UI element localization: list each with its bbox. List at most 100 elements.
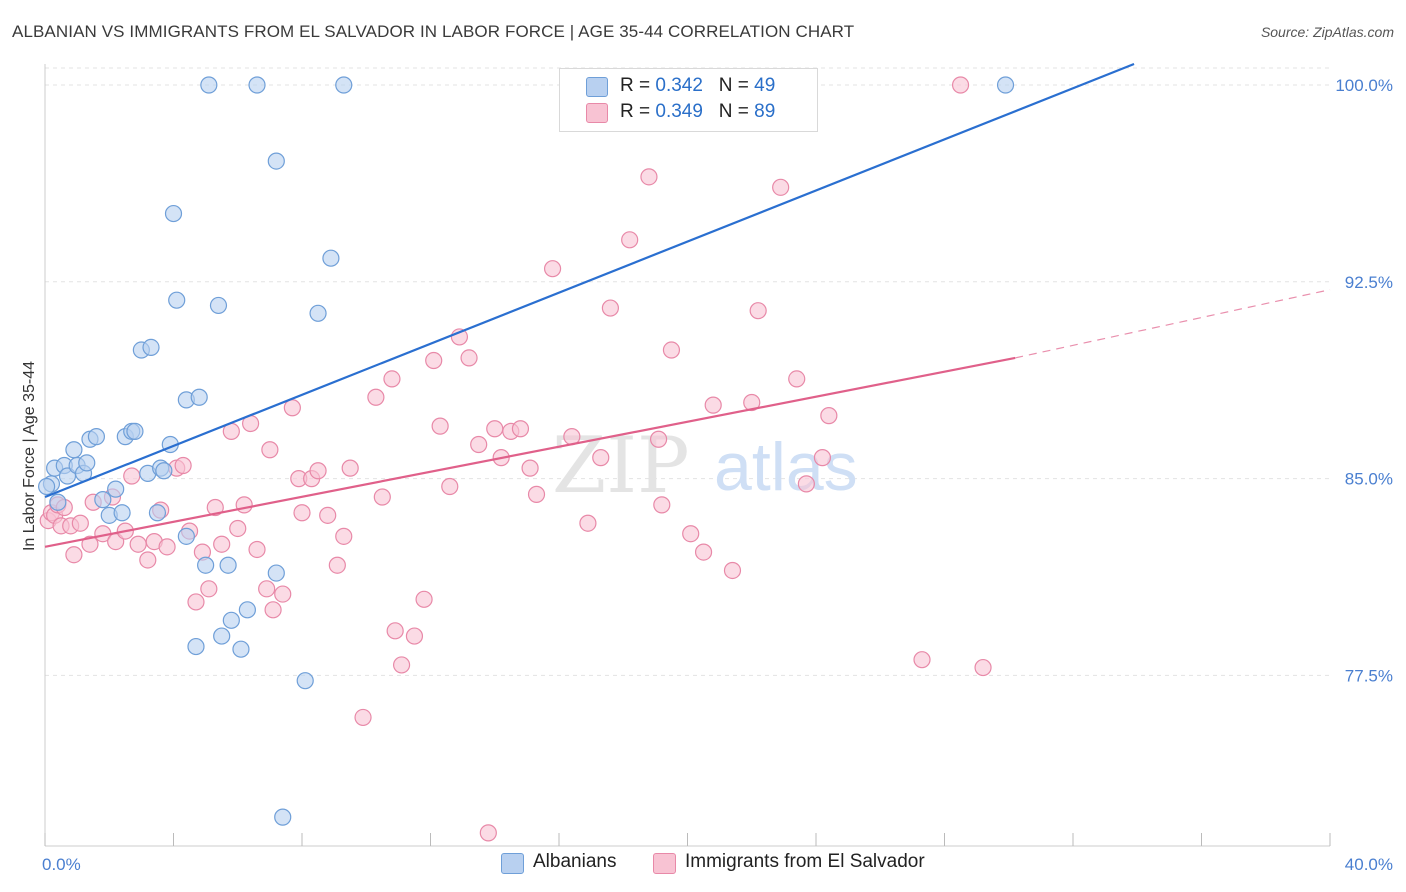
points-layer — [38, 76, 1015, 842]
albanian-point — [335, 76, 353, 94]
albanian-point — [200, 76, 218, 94]
watermark-atlas: atlas — [714, 429, 858, 505]
salvador-point — [470, 435, 488, 454]
legend-swatch-albanians — [501, 853, 524, 874]
salvador-point — [328, 556, 346, 574]
albanian-point — [113, 504, 131, 522]
salvador-point — [309, 462, 327, 480]
salvador-point — [341, 459, 359, 477]
salvador-point — [441, 477, 459, 496]
legend-r-value: 0.342 — [655, 75, 703, 96]
salvador-point — [383, 370, 401, 388]
salvador-point — [81, 535, 99, 553]
salvador-point — [511, 420, 530, 438]
legend-n-label: N = — [718, 75, 755, 96]
salvador-point — [621, 231, 639, 249]
salvador-point — [662, 341, 681, 359]
salvador-point — [974, 658, 992, 677]
albanian-point — [209, 296, 228, 315]
salvador-point — [229, 519, 247, 538]
salvador-trend-extension — [1015, 289, 1331, 359]
salvador-point — [788, 370, 806, 388]
salvador-point — [415, 590, 433, 608]
albanian-point — [177, 527, 195, 545]
salvador-point — [373, 488, 391, 506]
salvador-point — [951, 76, 970, 94]
legend-swatch-albanians — [586, 77, 608, 97]
albanian-point — [164, 204, 183, 223]
salvador-point — [682, 525, 700, 543]
albanian-point — [213, 627, 231, 645]
albanian-point — [94, 491, 112, 509]
salvador-point — [543, 260, 562, 278]
salvador-point — [65, 546, 83, 564]
albanian-point — [309, 304, 327, 322]
salvador-point — [129, 535, 147, 553]
salvador-point — [206, 498, 224, 517]
albanian-point — [222, 611, 240, 629]
albanian-point — [107, 480, 125, 498]
legend-swatch-salvador — [586, 103, 608, 123]
tick-label-layer: 77.5% 85.0% 92.5% 100.0% 0.0% 40.0% — [42, 76, 1393, 874]
albanian-point — [197, 556, 215, 574]
legend-n-label: N = — [718, 101, 755, 122]
albanian-point — [187, 637, 205, 656]
salvador-point — [248, 540, 266, 559]
albanian-point — [155, 462, 173, 480]
salvador-point — [158, 538, 176, 556]
salvador-point — [479, 824, 497, 842]
albanian-point — [65, 441, 83, 459]
salvador-point — [913, 651, 931, 669]
salvador-point — [431, 417, 449, 435]
watermark: ZIP atlas — [552, 421, 858, 511]
salvador-point — [592, 449, 610, 467]
albanian-point — [148, 504, 167, 522]
salvador-point — [405, 627, 424, 645]
salvador-point — [820, 407, 838, 425]
albanian-point — [296, 672, 314, 690]
salvador-point — [649, 430, 668, 448]
salvador-point — [392, 656, 411, 674]
source-label: Source: ZipAtlas.com — [1260, 24, 1394, 40]
albanian-point — [274, 808, 292, 826]
legend-r-value: 0.349 — [655, 101, 703, 122]
salvador-point — [704, 396, 722, 414]
legend-n-value: 89 — [754, 101, 776, 122]
albanian-point — [87, 428, 106, 446]
salvador-point — [425, 351, 443, 370]
albanian-trend-line — [44, 62, 1135, 499]
salvador-point — [354, 708, 372, 727]
salvador-point — [264, 601, 282, 619]
y-tick-label: 85.0% — [1345, 470, 1393, 489]
y-tick-label: 100.0% — [1335, 76, 1393, 95]
salvador-point — [367, 388, 385, 406]
albanian-point — [78, 454, 96, 472]
y-axis-label: In Labor Force | Age 35-44 — [21, 360, 38, 552]
albanian-point — [248, 76, 266, 94]
salvador-point — [694, 543, 713, 561]
albanian-point — [38, 477, 56, 496]
salvador-point — [723, 561, 742, 580]
salvador-point — [743, 393, 761, 412]
salvador-point — [139, 551, 157, 569]
salvador-point — [813, 449, 832, 467]
albanian-point — [49, 493, 67, 511]
salvador-point — [261, 441, 279, 459]
salvador-point — [601, 299, 620, 317]
axis-layer — [44, 64, 1331, 847]
albanian-point — [267, 564, 285, 582]
salvador-point — [123, 467, 141, 485]
y-tick-label: 92.5% — [1345, 273, 1393, 292]
salvador-point — [174, 456, 192, 475]
albanian-point — [267, 152, 285, 170]
salvador-point — [749, 302, 767, 320]
salvador-point — [640, 168, 658, 186]
albanian-point — [219, 556, 237, 574]
salvador-point — [521, 459, 539, 477]
x-tick-label-min: 0.0% — [42, 855, 81, 874]
salvador-point — [653, 496, 671, 514]
legend-r-label: R = — [620, 101, 656, 122]
salvador-point — [460, 349, 478, 367]
correlation-legend: R = 0.342 N = 49 R = 0.349 N = 89 — [559, 68, 818, 132]
